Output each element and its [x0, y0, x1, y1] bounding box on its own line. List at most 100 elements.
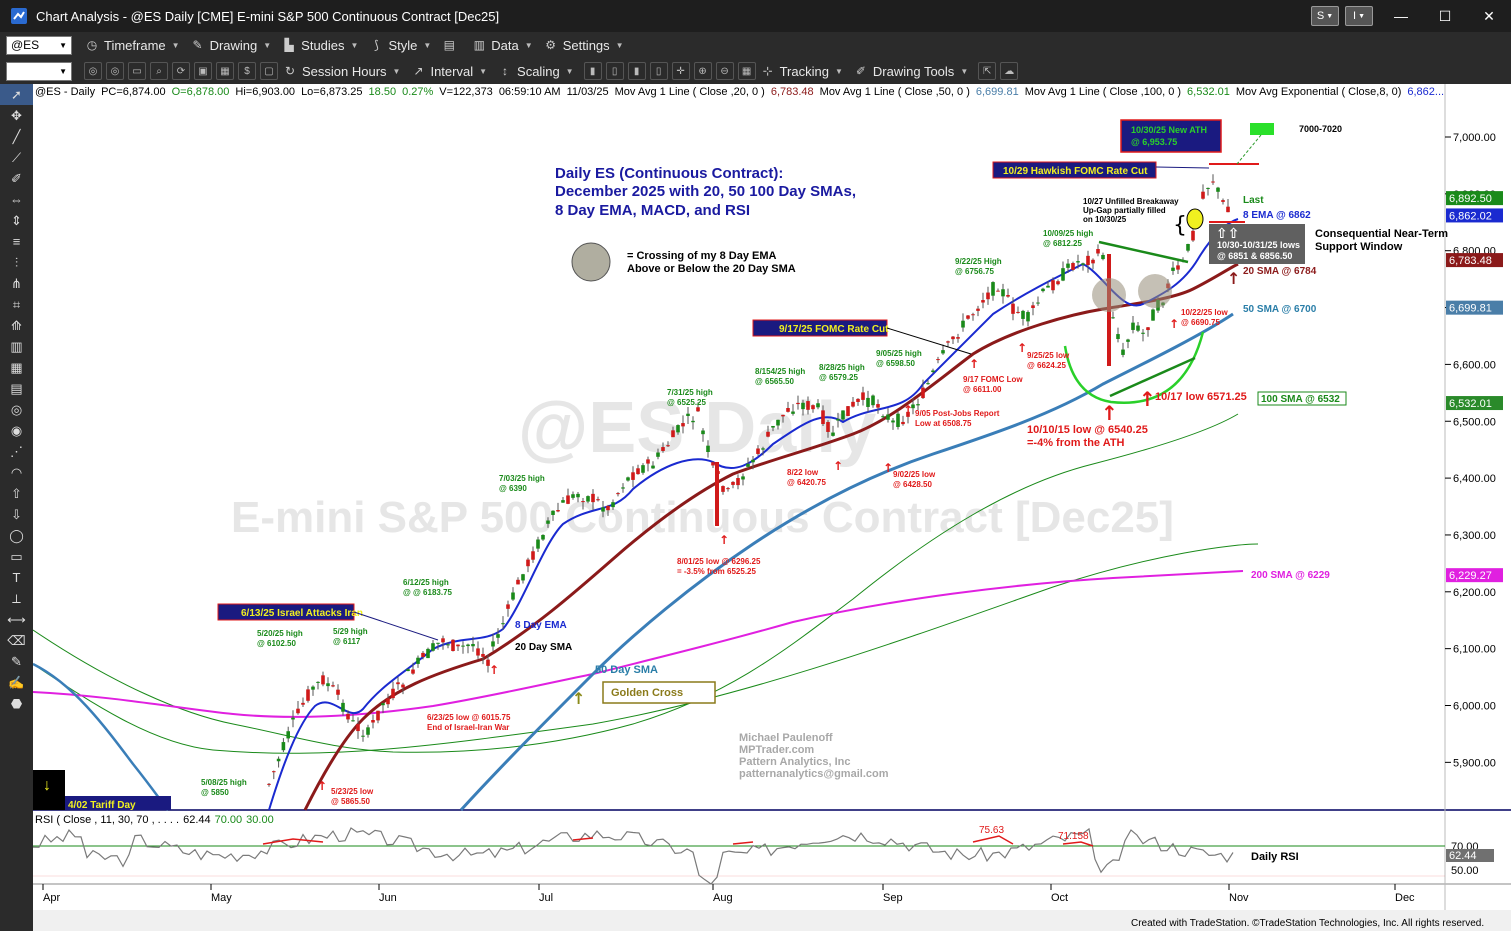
fib-tool-icon[interactable]: ⫶ [14, 254, 19, 270]
svg-text:10/30/25 New ATH: 10/30/25 New ATH [1131, 125, 1207, 135]
interval-menu[interactable]: ↗ Interval ▼ [410, 63, 487, 79]
erase-tool-icon[interactable]: ⌫ [7, 632, 26, 648]
chart-area[interactable]: @ES Daily E-mini S&P 500 Continuous Cont… [33, 84, 1511, 931]
up-arrow-tool-icon[interactable]: ⇧ [11, 485, 22, 501]
arc-tool-icon[interactable]: ◠ [10, 464, 23, 480]
screen-icon[interactable]: ▢ [260, 62, 278, 80]
s-menu-button[interactable]: S ▼ [1311, 6, 1339, 26]
back-icon[interactable]: ◎ [84, 62, 102, 80]
drawing-menu[interactable]: ✎ Drawing ▼ [190, 37, 272, 53]
candle-body [536, 539, 540, 549]
line-type-icon[interactable]: ▮ [627, 62, 646, 80]
grid-icon[interactable]: ▦ [737, 62, 756, 80]
channel-tool-icon[interactable]: ≡ [12, 234, 21, 249]
time-tick-label: Nov [1229, 892, 1249, 904]
zoom-out-icon[interactable]: ⊖ [715, 62, 734, 80]
style-menu[interactable]: ⟆ Style ▼ [368, 37, 431, 53]
target-tool-icon[interactable]: ◎ [10, 401, 23, 417]
horizontal-line-tool-icon[interactable]: ⇔ [10, 192, 23, 207]
svg-text:@ 6851 & 6856.50: @ 6851 & 6856.50 [1217, 251, 1292, 261]
vertical-line-tool-icon[interactable]: ⇕ [11, 212, 22, 228]
candle-body [846, 406, 850, 416]
tracking-menu[interactable]: ⊹ Tracking ▼ [760, 63, 843, 79]
session-hours-menu[interactable]: ↻ Session Hours ▼ [282, 63, 401, 79]
candle-body [501, 623, 505, 625]
candle-body [491, 641, 495, 647]
maximize-button[interactable]: ☐ [1438, 7, 1452, 24]
big-red-annotations: 10/10/15 low @ 6540.25 =-4% from the ATH… [1027, 391, 1247, 449]
cycle-tool-icon[interactable]: ◉ [10, 422, 23, 438]
grid-tool-icon[interactable]: ▦ [10, 359, 23, 375]
close-button[interactable]: ✕ [1483, 7, 1495, 24]
timeframe-menu[interactable]: ◷ Timeframe ▼ [84, 37, 180, 53]
candle-body [591, 493, 595, 503]
image-icon[interactable]: ▣ [194, 62, 212, 80]
interval-combo[interactable]: ▼ [6, 61, 72, 81]
line-tool-icon[interactable]: ╱ [12, 128, 21, 144]
svg-text:Consequential Near-Term: Consequential Near-Term [1315, 228, 1448, 240]
bars-tool-icon[interactable]: ▥ [10, 338, 23, 354]
move-tool-icon[interactable]: ✥ [11, 107, 22, 123]
data-menu[interactable]: ▥ Data ▼ [471, 37, 533, 53]
i-menu-button[interactable]: I ▼ [1345, 6, 1373, 26]
crossing-circle-2 [1138, 274, 1172, 308]
ohlc-type-icon[interactable]: ▯ [649, 62, 668, 80]
pen-tool-icon[interactable]: ✎ [11, 653, 22, 669]
svg-text:10/10/15 low @ 6540.25: 10/10/15 low @ 6540.25 [1027, 424, 1148, 436]
candle-body [1026, 312, 1030, 322]
bar-type-icon[interactable]: ▯ [605, 62, 624, 80]
pointer-tool-icon[interactable]: ➚ [0, 84, 33, 105]
candle-body [951, 336, 955, 340]
price-badge-label: 6,892.50 [1449, 193, 1492, 205]
fan-tool-icon[interactable]: ⋰ [10, 443, 23, 459]
candle-0801 [715, 462, 719, 526]
candle-body [671, 430, 675, 438]
link-icon[interactable]: ☁ [1000, 62, 1019, 80]
symbol-input[interactable]: @ES ▼ [6, 35, 72, 55]
dollar-icon[interactable]: $ [238, 62, 256, 80]
refresh-icon[interactable]: ⟳ [172, 62, 190, 80]
time-axis[interactable]: Apr May Jun Jul Aug Sep Oct Nov Dec [42, 884, 1415, 904]
gann-tool-icon[interactable]: ⌗ [12, 296, 21, 312]
candle-body [301, 702, 305, 705]
trendline-tool-icon[interactable]: ⟋ [11, 149, 22, 165]
candle-body [996, 290, 1000, 292]
settings-menu[interactable]: ⚙ Settings ▼ [543, 37, 623, 53]
zoom-icon[interactable]: ⌕ [150, 62, 168, 80]
forward-icon[interactable]: ◎ [106, 62, 124, 80]
scaling-menu[interactable]: ↕ Scaling ▼ [497, 63, 574, 79]
tariff-arrow-icon: ↓ [43, 777, 51, 794]
candle-type-icon[interactable]: ▮ [583, 62, 602, 80]
speed-lines-icon[interactable]: ⟰ [11, 317, 22, 333]
candle-body [801, 402, 805, 410]
candle-body [621, 487, 625, 489]
minimize-button[interactable]: — [1394, 8, 1408, 24]
brush-tool-icon[interactable]: ✐ [11, 170, 22, 186]
red-annotation: 9/02/25 low [893, 470, 936, 479]
drawing-tools-menu[interactable]: ✐ Drawing Tools ▼ [853, 63, 968, 79]
svg-text:10/17 low 6571.25: 10/17 low 6571.25 [1155, 391, 1247, 403]
color-tool-icon[interactable]: ⬣ [10, 695, 23, 711]
sma50-line [459, 312, 1234, 812]
price-axis[interactable]: 7,000.006,900.006,800.006,700.006,600.00… [1445, 132, 1496, 769]
text-tool-icon[interactable]: T [12, 570, 21, 585]
candle-body [441, 638, 445, 643]
ema8-line [268, 218, 1239, 811]
ruler-tool-icon[interactable]: ⟂ [12, 590, 21, 606]
zoom-in-icon[interactable]: ⊕ [693, 62, 712, 80]
layout-button[interactable]: ▤ [441, 37, 461, 53]
page-icon[interactable]: ▭ [128, 62, 146, 80]
measure-tool-icon[interactable]: ⟷ [7, 611, 26, 627]
interval-icon: ↗ [413, 64, 424, 78]
table-tool-icon[interactable]: ▤ [10, 380, 23, 396]
export-icon[interactable]: ⇱ [978, 62, 997, 80]
down-arrow-tool-icon[interactable]: ⇩ [11, 506, 22, 522]
highlight-tool-icon[interactable]: ✍ [8, 674, 25, 690]
rectangle-tool-icon[interactable]: ▭ [10, 548, 23, 564]
ellipse-tool-icon[interactable]: ◯ [9, 527, 24, 543]
bars-icon[interactable]: ▦ [216, 62, 234, 80]
candle-body [761, 448, 765, 450]
pitchfork-tool-icon[interactable]: ⋔ [11, 275, 22, 291]
studies-menu[interactable]: ▙ Studies ▼ [281, 37, 359, 53]
crosshair-icon[interactable]: ✛ [671, 62, 690, 80]
